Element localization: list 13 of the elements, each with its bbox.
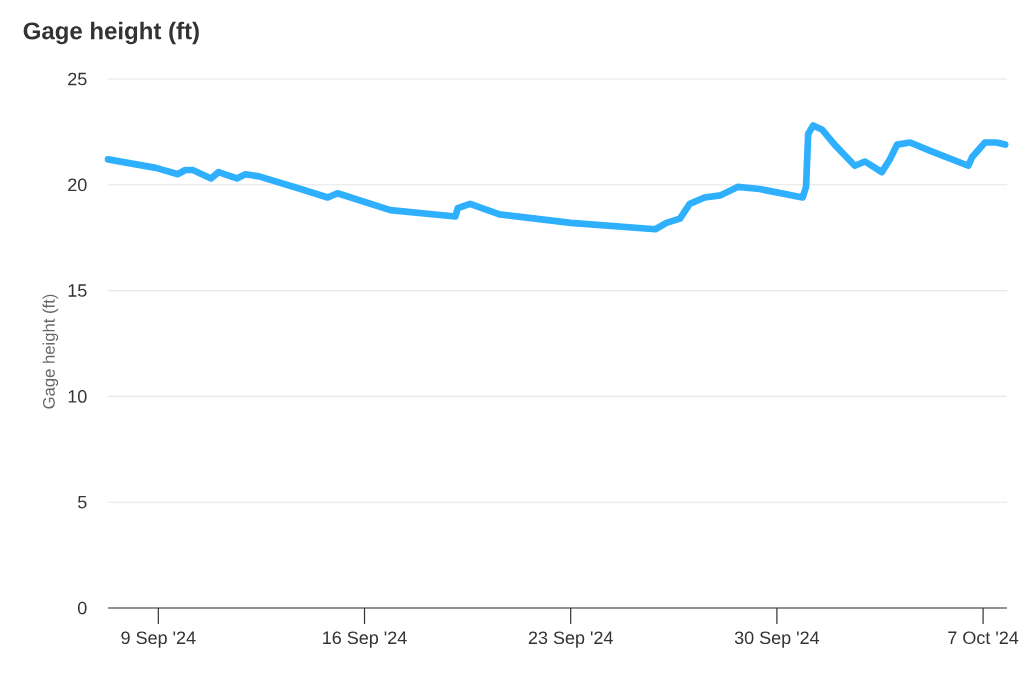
y-tick-label: 20	[68, 178, 87, 192]
x-tick-label: 9 Sep '24	[121, 631, 196, 648]
y-axis-title: Gage height (ft)	[42, 294, 59, 409]
y-tick-label: 10	[68, 390, 87, 403]
x-tick-label: 7 Oct '24	[948, 631, 1019, 645]
y-tick-label: 0	[77, 601, 87, 615]
x-tick-label: 30 Sep '24	[734, 631, 820, 648]
y-tick-label: 15	[68, 284, 87, 297]
x-tick-label: 16 Sep '24	[323, 631, 407, 648]
x-tick-label: 23 Sep '24	[528, 631, 613, 648]
chart-title: Gage height (ft)	[23, 21, 199, 45]
y-tick-label: 25	[68, 72, 87, 86]
y-tick-label: 5	[77, 495, 87, 509]
